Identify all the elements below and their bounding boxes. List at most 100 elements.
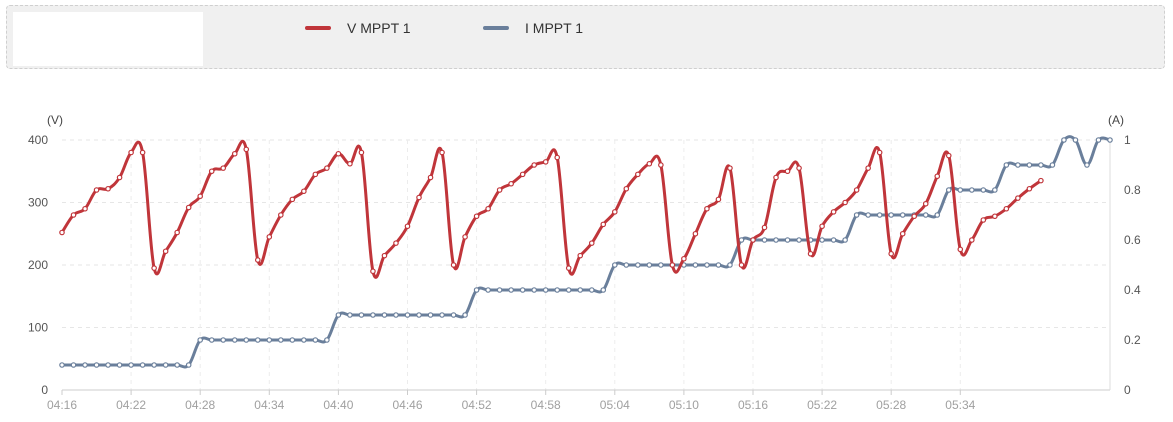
point-v-mppt-1 [750,237,756,243]
point-i-mppt-1 [796,237,802,243]
point-i-mppt-1 [945,187,952,193]
point-v-mppt-1 [485,205,491,212]
point-v-mppt-1 [945,152,952,159]
point-v-mppt-1 [93,187,100,193]
y-right-tick-label: 0.8 [1124,183,1141,197]
point-i-mppt-1 [231,337,238,343]
point-v-mppt-1 [70,212,77,218]
x-tick-label: 05:28 [876,398,906,412]
x-tick-label: 05:04 [600,398,630,412]
point-i-mppt-1 [692,262,699,268]
legend-label-i: I MPPT 1 [525,20,584,36]
legend-item-v-mppt-1[interactable]: V MPPT 1 [305,20,411,36]
point-i-mppt-1 [1038,162,1044,168]
point-v-mppt-1 [266,234,273,240]
point-v-mppt-1 [646,160,653,167]
point-v-mppt-1 [473,213,480,220]
point-v-mppt-1 [715,196,722,203]
point-v-mppt-1 [899,230,906,237]
point-v-mppt-1 [692,230,699,237]
point-i-mppt-1 [393,312,399,318]
point-i-mppt-1 [324,337,330,343]
point-i-mppt-1 [738,237,745,243]
point-v-mppt-1 [623,185,630,192]
point-i-mppt-1 [658,262,664,268]
point-i-mppt-1 [934,212,941,218]
point-i-mppt-1 [611,262,618,268]
point-v-mppt-1 [496,187,503,193]
chart-title-placeholder [13,12,203,66]
point-i-mppt-1 [957,187,964,193]
point-i-mppt-1 [1084,162,1090,168]
point-v-mppt-1 [796,165,802,171]
point-i-mppt-1 [922,212,929,218]
point-v-mppt-1 [658,162,664,168]
point-v-mppt-1 [312,171,319,178]
point-i-mppt-1 [496,287,503,293]
y-right-tick-label: 0.4 [1124,283,1141,297]
point-i-mppt-1 [381,312,388,318]
point-v-mppt-1 [922,200,929,207]
legend-label-v: V MPPT 1 [347,20,411,36]
point-i-mppt-1 [370,312,376,318]
point-i-mppt-1 [646,262,653,268]
point-v-mppt-1 [393,240,399,246]
point-i-mppt-1 [404,312,411,318]
y-right-unit: (A) [1108,113,1124,127]
point-i-mppt-1 [531,287,537,293]
point-v-mppt-1 [254,257,261,263]
point-i-mppt-1 [715,262,722,268]
point-v-mppt-1 [681,255,687,262]
point-v-mppt-1 [934,173,941,180]
point-v-mppt-1 [531,162,537,168]
point-i-mppt-1 [635,262,641,268]
point-i-mppt-1 [59,362,65,368]
point-v-mppt-1 [1026,185,1033,192]
y-right-tick-label: 0 [1124,383,1131,397]
point-i-mppt-1 [1026,162,1033,168]
point-i-mppt-1 [162,362,169,368]
y-right-tick-label: 0.2 [1124,333,1141,347]
point-v-mppt-1 [220,165,227,171]
legend-swatch-v [305,26,331,30]
point-i-mppt-1 [1072,137,1079,143]
point-v-mppt-1 [969,237,975,243]
point-v-mppt-1 [554,154,561,161]
point-v-mppt-1 [59,229,65,236]
point-v-mppt-1 [635,171,641,178]
point-i-mppt-1 [1107,137,1113,143]
point-v-mppt-1 [231,150,238,157]
point-v-mppt-1 [519,171,526,178]
legend-item-i-mppt-1[interactable]: I MPPT 1 [483,20,583,36]
point-i-mppt-1 [243,337,250,343]
point-i-mppt-1 [151,362,157,368]
grid [62,139,1110,390]
point-v-mppt-1 [416,194,422,201]
point-i-mppt-1 [208,337,215,343]
point-v-mppt-1 [876,149,883,156]
point-i-mppt-1 [185,362,192,368]
point-v-mppt-1 [174,229,180,236]
x-tick-label: 04:58 [531,398,561,412]
point-v-mppt-1 [773,174,779,181]
point-v-mppt-1 [427,174,434,181]
point-i-mppt-1 [301,337,307,343]
point-i-mppt-1 [254,337,261,343]
x-tick-label: 04:52 [462,398,492,412]
point-i-mppt-1 [139,362,146,368]
point-v-mppt-1 [128,149,134,156]
point-i-mppt-1 [462,312,468,318]
legend-panel: V MPPT 1 I MPPT 1 [6,5,1165,69]
series-line-v-mppt-1 [60,139,1042,279]
point-i-mppt-1 [485,287,491,293]
point-v-mppt-1 [139,149,146,156]
series-layer [59,135,1113,369]
point-i-mppt-1 [416,312,422,318]
point-i-mppt-1 [116,362,123,368]
point-i-mppt-1 [347,312,353,318]
point-v-mppt-1 [761,224,768,231]
point-v-mppt-1 [1003,205,1010,212]
point-i-mppt-1 [105,362,111,368]
x-tick-label: 04:34 [254,398,284,412]
